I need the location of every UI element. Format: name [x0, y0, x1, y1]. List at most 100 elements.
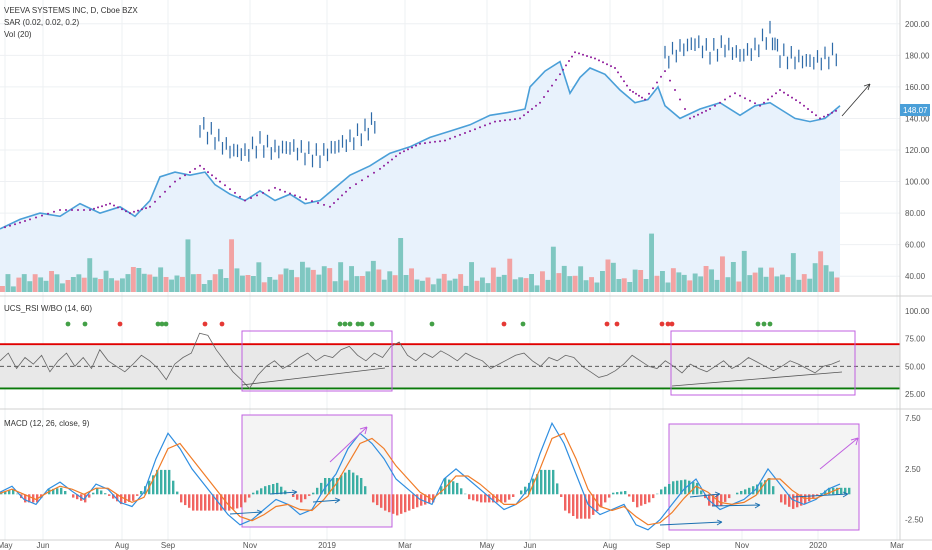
volume-bar-33 — [180, 276, 185, 292]
time-axis-label: Jun — [524, 541, 537, 550]
sar-dot — [783, 91, 785, 94]
macd-hist-bar — [428, 494, 431, 504]
sar-dot — [329, 205, 331, 208]
macd-hist-bar — [680, 480, 683, 495]
volume-bar-78 — [425, 277, 431, 292]
macd-hist-bar — [748, 487, 751, 495]
ohlc-bar-overlays — [199, 20, 837, 168]
rsi-buy-marker — [65, 321, 71, 327]
macd-hist-bar — [540, 469, 543, 495]
macd-hist-bar — [352, 472, 355, 495]
macd-hist-bar — [196, 494, 199, 511]
time-axis-label: 2019 — [318, 541, 336, 550]
volume-bar-22 — [120, 278, 125, 292]
volume-bar-30 — [163, 277, 169, 292]
time-axis-label: Nov — [243, 541, 257, 550]
sar-dot — [4, 226, 6, 229]
volume-bar-135 — [736, 281, 742, 292]
volume-bar-88 — [480, 277, 485, 292]
macd-hist-bar — [464, 493, 467, 495]
macd-hist-bar — [404, 494, 407, 513]
rsi-buy-marker — [82, 321, 88, 327]
macd-hist-bar — [772, 486, 775, 495]
rsi-legend[interactable]: UCS_RSI W/BO (14, 60) — [4, 304, 92, 313]
sar-dot — [19, 221, 21, 224]
macd-hist-bar — [440, 486, 443, 495]
rsi-buy-marker — [155, 321, 161, 327]
macd-hist-bar — [472, 494, 475, 501]
volume-bar-0 — [0, 286, 5, 292]
time-axis-label: Sep — [656, 541, 671, 550]
volume-bar-128 — [698, 276, 704, 292]
volume-bar-120 — [654, 275, 660, 292]
volume-bar-148 — [807, 278, 813, 292]
sar-dot — [289, 192, 291, 195]
macd-hist-bar — [568, 494, 571, 514]
rsi-axis-label: 75.00 — [905, 335, 926, 344]
macd-hist-bar — [804, 494, 807, 505]
sar-dot — [133, 210, 135, 213]
sar-dot — [519, 117, 521, 120]
macd-hist-bar — [784, 494, 787, 505]
sar-dot — [59, 209, 61, 211]
volume-bar-126 — [687, 280, 693, 292]
sar-dot — [767, 98, 769, 101]
time-axis-label: Aug — [603, 541, 617, 550]
volume-bar-61 — [332, 281, 338, 292]
sar-dot — [827, 113, 829, 116]
sar-dot — [179, 177, 181, 180]
sar-dot — [559, 73, 561, 76]
macd-hist-bar — [668, 484, 671, 495]
sar-dot — [459, 133, 461, 136]
macd-hist-bar — [532, 478, 535, 495]
sar-legend[interactable]: SAR (0.02, 0.02, 0.2) — [4, 18, 79, 27]
last-price-tag-bg — [900, 104, 930, 116]
sar-dot — [632, 90, 634, 93]
sar-dot — [137, 209, 139, 212]
sar-dot — [83, 209, 85, 211]
volume-bar-117 — [638, 270, 644, 292]
volume-bar-51 — [278, 274, 284, 292]
price-panel[interactable] — [0, 20, 871, 292]
sar-dot — [594, 57, 596, 60]
sar-dot — [799, 101, 801, 104]
volume-bar-2 — [10, 286, 16, 292]
sar-dot — [71, 209, 73, 211]
macd-legend[interactable]: MACD (12, 26, close, 9) — [4, 419, 90, 428]
price-axis-label: 120.00 — [905, 146, 930, 155]
macd-panel[interactable] — [0, 414, 860, 531]
sar-dot — [574, 51, 576, 54]
sar-dot — [744, 97, 746, 100]
sar-dot — [424, 142, 426, 145]
sar-dot — [125, 210, 127, 213]
macd-hist-bar — [800, 494, 803, 506]
sar-dot — [644, 98, 646, 101]
macd-hist-bar — [8, 490, 11, 495]
volume-bar-12 — [65, 280, 71, 292]
rsi-divergence-box-1 — [241, 330, 393, 392]
sar-dot — [323, 203, 325, 206]
sar-dot — [535, 104, 537, 107]
price-axis-label: 180.00 — [905, 51, 930, 60]
rsi-panel[interactable] — [0, 321, 900, 396]
volume-legend[interactable]: Vol (20) — [4, 30, 32, 39]
sar-dot — [831, 111, 833, 114]
symbol-title[interactable]: VEEVA SYSTEMS INC, D, Cboe BZX — [4, 6, 138, 15]
volume-bar-84 — [458, 274, 464, 292]
sar-dot — [9, 224, 11, 227]
sar-dot — [835, 109, 837, 112]
macd-hist-bar — [528, 482, 531, 495]
macd-hist-bar — [844, 487, 847, 495]
sar-dot — [598, 59, 600, 62]
macd-hist-bar — [492, 494, 495, 503]
macd-axis: 7.50 2.50 -2.50 — [905, 414, 924, 525]
macd-hist-bar — [324, 478, 327, 495]
macd-hist-bar — [720, 494, 723, 506]
sar-dot — [164, 190, 166, 193]
macd-hist-bar — [204, 494, 207, 511]
macd-hist-bar — [92, 492, 95, 495]
macd-hist-bar — [180, 494, 183, 503]
volume-bar-121 — [660, 271, 665, 292]
sar-dot — [169, 185, 171, 188]
